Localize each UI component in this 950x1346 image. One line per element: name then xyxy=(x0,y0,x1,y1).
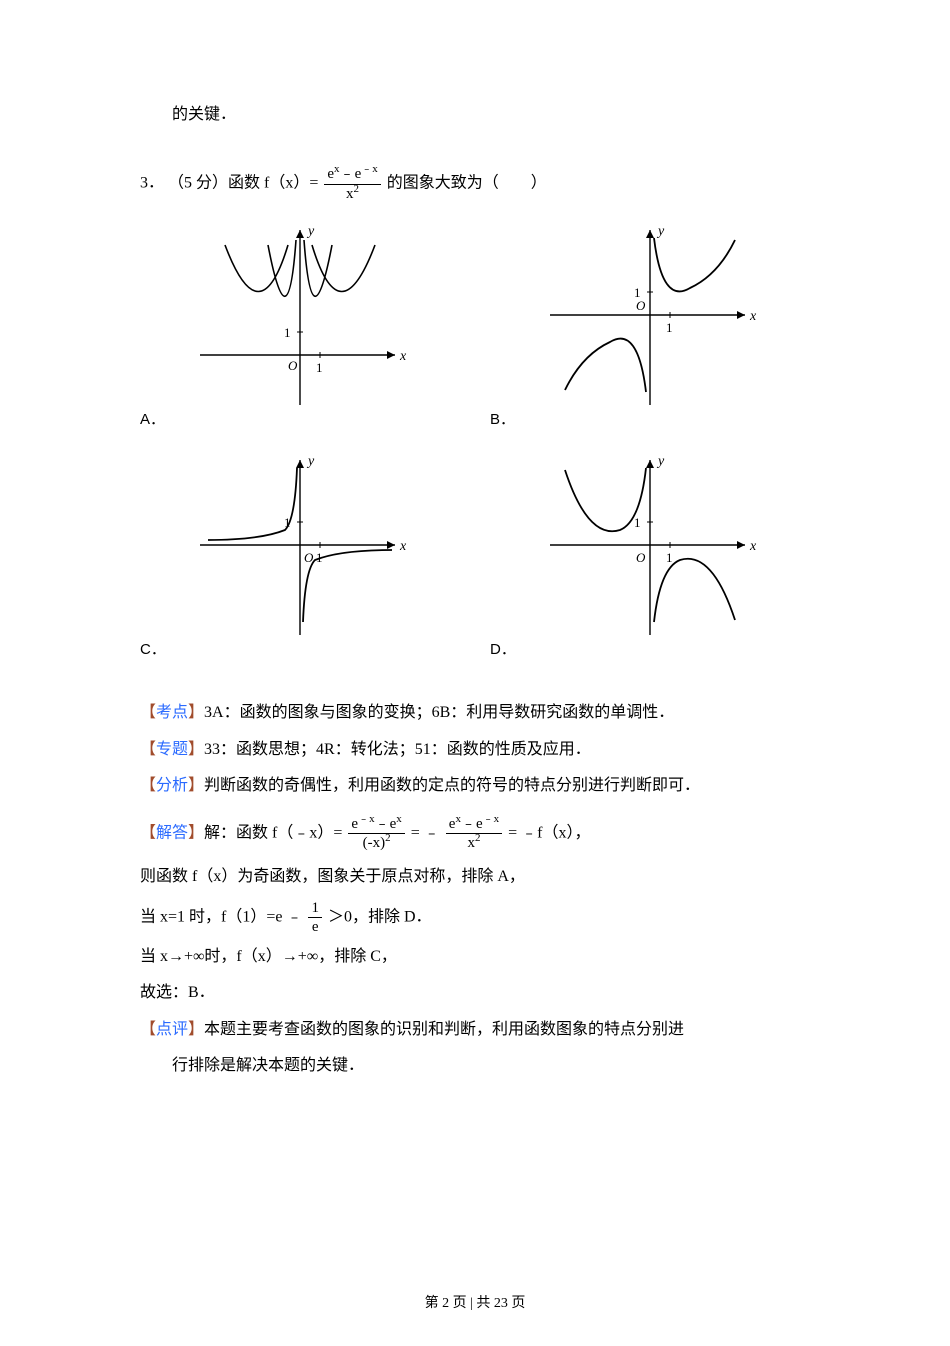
options-grid: x y O 1 1 A． x y O 1 1 xyxy=(140,220,810,670)
svg-text:y: y xyxy=(656,224,665,239)
option-c-label: C． xyxy=(140,636,166,665)
jieda-line2: 则函数 f（x）为奇函数，图象关于原点对称，排除 A， xyxy=(140,862,810,892)
dianping-label: 点评 xyxy=(156,1021,188,1038)
question-line: 3． （5 分）函数 f（x）= ex﹣e﹣x x2 的图象大致为（ ） xyxy=(140,166,810,202)
fenxi-text: 判断函数的奇偶性，利用函数的定点的符号的特点分别进行判断即可． xyxy=(204,777,700,794)
option-a-cell: x y O 1 1 A． xyxy=(140,220,460,440)
svg-text:x: x xyxy=(749,539,757,554)
q-text-2: 的图象大致为（ ） xyxy=(387,175,547,192)
jieda-frac1: e﹣x﹣ex (-x)2 xyxy=(348,816,404,852)
option-d-cell: x y O 1 1 D． xyxy=(490,450,810,670)
svg-text:O: O xyxy=(636,298,646,313)
svg-text:x: x xyxy=(399,349,407,364)
option-b-label: B． xyxy=(490,406,515,435)
jf2d: x xyxy=(467,835,475,851)
jf1d: (-x) xyxy=(363,835,386,851)
zhuanti-text: 33：函数思想；4R：转化法；51：函数的性质及应用． xyxy=(204,741,591,758)
jf1s1: ﹣x xyxy=(358,813,375,825)
top-fragment: 的关键． xyxy=(140,100,810,130)
jieda-line3a: 当 x=1 时，f（1）=e ﹣ xyxy=(140,909,306,926)
option-d-diagram: x y O 1 1 xyxy=(540,450,760,640)
jf1ds: 2 xyxy=(385,832,391,844)
jieda-tail: = ﹣f（x）， xyxy=(508,824,590,841)
jf1s2: x xyxy=(396,813,402,825)
q-text-1: （5 分）函数 f（x）= xyxy=(168,175,318,192)
fenxi-label: 分析 xyxy=(156,777,188,794)
frac-num-sup1: x xyxy=(334,163,340,175)
svg-text:1: 1 xyxy=(634,285,641,300)
jieda-label: 解答 xyxy=(156,824,188,841)
svg-text:1: 1 xyxy=(284,325,291,340)
svg-text:y: y xyxy=(656,454,665,469)
kaodian-line: 【考点】3A：函数的图象与图象的变换；6B：利用导数研究函数的单调性． xyxy=(140,698,810,728)
jieda-line3: 当 x=1 时，f（1）=e ﹣ 1 e ＞0，排除 D． xyxy=(140,900,810,936)
option-a-label: A． xyxy=(140,406,165,435)
jieda-lead: 解：函数 f（﹣x）= xyxy=(204,824,342,841)
frac-den-base: x xyxy=(346,186,354,202)
jieda-line4: 当 x→+∞时，f（x）→+∞，排除 C， xyxy=(140,942,810,972)
q-number: 3． xyxy=(140,175,164,192)
svg-text:y: y xyxy=(306,224,315,239)
svg-text:y: y xyxy=(306,454,315,469)
option-b-diagram: x y O 1 1 xyxy=(540,220,760,410)
jieda-line1: 【解答】解：函数 f（﹣x）= e﹣x﹣ex (-x)2 = ﹣ ex﹣e﹣x … xyxy=(140,816,810,852)
page-footer: 第 2 页 | 共 23 页 xyxy=(0,1291,950,1318)
jieda-small-frac: 1 e xyxy=(308,900,322,936)
option-d-label: D． xyxy=(490,636,516,665)
option-b-cell: x y O 1 1 B． xyxy=(490,220,810,440)
sfden: e xyxy=(308,918,322,936)
jf2s1: x xyxy=(455,813,461,825)
frac-num-sup2: ﹣x xyxy=(361,163,378,175)
dianping-text1: 本题主要考查函数的图象的识别和判断，利用函数图象的特点分别进 xyxy=(204,1021,684,1038)
q-fraction: ex﹣e﹣x x2 xyxy=(324,166,380,202)
dianping-line2: 行排除是解决本题的关键． xyxy=(140,1051,810,1081)
svg-text:1: 1 xyxy=(634,515,641,530)
option-a-diagram: x y O 1 1 xyxy=(190,220,410,410)
sfnum: 1 xyxy=(308,900,322,919)
kaodian-label: 考点 xyxy=(156,704,188,721)
jieda-frac2: ex﹣e﹣x x2 xyxy=(446,816,502,852)
zhuanti-label: 专题 xyxy=(156,741,188,758)
jieda-mid: = ﹣ xyxy=(411,824,440,841)
svg-text:O: O xyxy=(636,550,646,565)
kaodian-text: 3A：函数的图象与图象的变换；6B：利用导数研究函数的单调性． xyxy=(204,704,674,721)
svg-text:1: 1 xyxy=(666,320,673,335)
fenxi-line: 【分析】判断函数的奇偶性，利用函数的定点的符号的特点分别进行判断即可． xyxy=(140,771,810,801)
jieda-line5: 故选：B． xyxy=(140,978,810,1008)
jf2n2: e xyxy=(476,816,483,832)
jieda-line3b: ＞0，排除 D． xyxy=(328,909,432,926)
dianping-line1: 【点评】本题主要考查函数的图象的识别和判断，利用函数图象的特点分别进 xyxy=(140,1015,810,1045)
svg-text:x: x xyxy=(749,309,757,324)
option-c-diagram: x y O 1 1 xyxy=(190,450,410,640)
option-c-cell: x y O 1 1 C． xyxy=(140,450,460,670)
svg-text:1: 1 xyxy=(666,550,673,565)
svg-text:x: x xyxy=(399,539,407,554)
zhuanti-line: 【专题】33：函数思想；4R：转化法；51：函数的性质及应用． xyxy=(140,735,810,765)
svg-text:O: O xyxy=(288,358,298,373)
svg-text:1: 1 xyxy=(316,360,323,375)
jf2ds: 2 xyxy=(475,832,481,844)
jf2s2: ﹣x xyxy=(483,813,500,825)
frac-den-sup: 2 xyxy=(354,183,360,195)
